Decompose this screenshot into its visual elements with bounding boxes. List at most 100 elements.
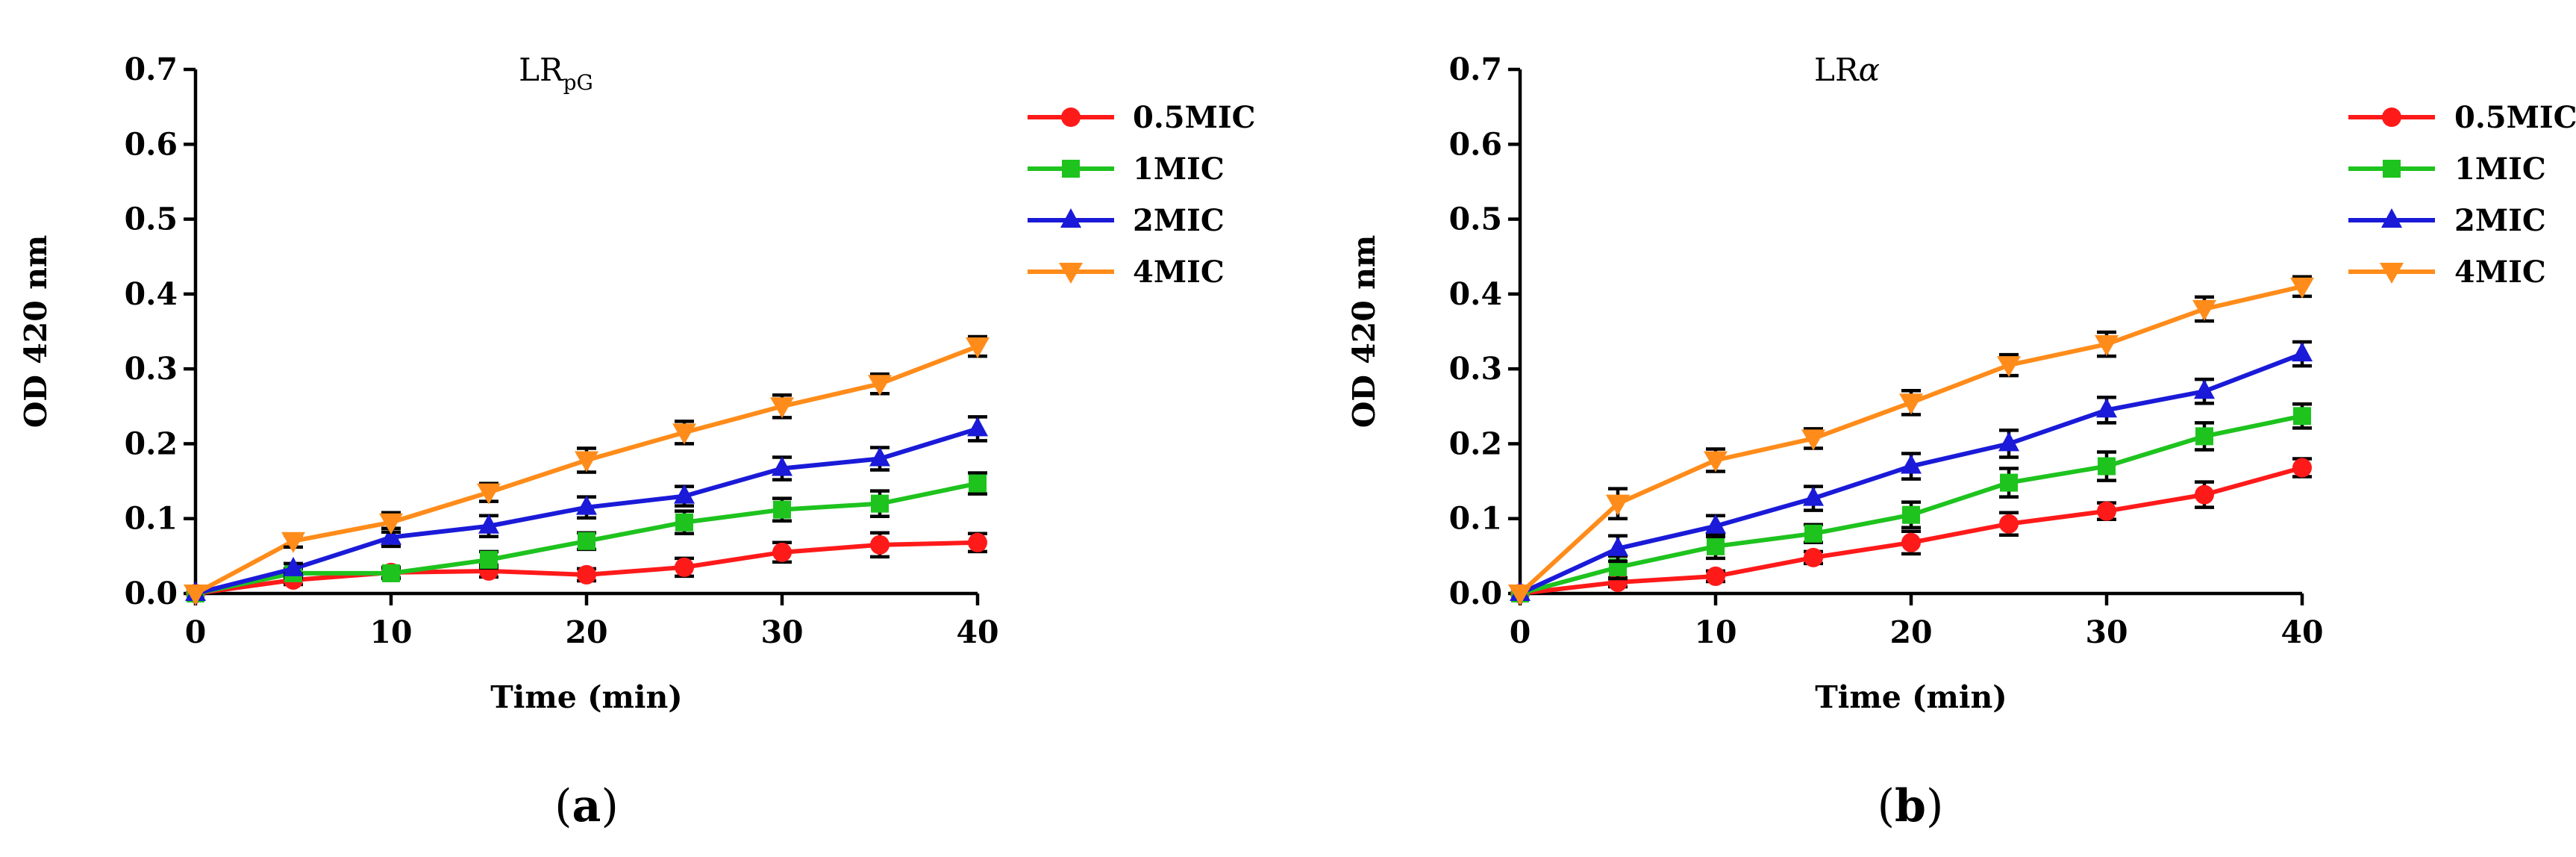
data-point — [1606, 494, 1630, 516]
legend-label: 0.5MIC — [1133, 100, 1255, 135]
panel-label-close: ) — [1926, 780, 1943, 832]
chart-title: LRpG — [519, 52, 593, 95]
y-tick-label: 0.6 — [1449, 126, 1502, 162]
legend-marker — [2382, 107, 2401, 127]
data-point — [1705, 514, 1726, 534]
y-tick-label: 0.4 — [125, 276, 178, 312]
data-point — [184, 585, 207, 605]
legend-marker — [1060, 208, 1081, 228]
data-point — [2095, 335, 2119, 357]
series-4MIC — [184, 334, 990, 605]
x-tick-label: 30 — [760, 614, 803, 650]
series-4MIC — [1508, 275, 2314, 605]
x-tick-label: 20 — [1889, 614, 1932, 650]
data-point — [1999, 514, 2019, 534]
y-tick-label: 0.6 — [125, 126, 178, 162]
data-point — [1801, 429, 1825, 451]
y-tick-label: 0.5 — [1449, 202, 1502, 237]
data-point — [770, 397, 794, 419]
data-point — [2195, 427, 2213, 446]
data-point — [2292, 458, 2312, 478]
panel-label-close: ) — [601, 780, 618, 832]
data-point — [1899, 393, 1923, 415]
data-point — [382, 564, 400, 582]
data-point — [2292, 342, 2313, 362]
chart-title-main: LR — [1814, 52, 1860, 88]
y-axis-title: OD 420 nm — [18, 235, 54, 428]
legend-label: 0.5MIC — [2454, 100, 2576, 135]
y-tick-label: 0.4 — [1449, 276, 1502, 312]
series-2MIC — [1510, 340, 2313, 601]
legend-marker — [2380, 263, 2404, 284]
legend-label: 4MIC — [1133, 255, 1225, 290]
chart-title-main: LR — [519, 52, 564, 88]
chart-title-suffix: α — [1859, 52, 1880, 88]
x-tick-label: 10 — [1694, 614, 1736, 650]
data-point — [2290, 277, 2314, 299]
x-tick-label: 0 — [1510, 614, 1531, 650]
data-point — [1902, 505, 1920, 524]
data-point — [772, 456, 793, 476]
legend-label: 1MIC — [2454, 152, 2546, 187]
data-point — [578, 532, 595, 550]
data-point — [672, 423, 696, 445]
legend: 0.5MIC 1MIC 2MIC 4MIC — [1028, 100, 1255, 290]
data-point — [969, 474, 987, 493]
panel-label-letter: b — [1895, 780, 1926, 832]
data-point — [1804, 547, 1823, 567]
data-point — [870, 535, 890, 555]
data-point — [1706, 566, 1725, 586]
y-tick-label: 0.3 — [125, 351, 178, 387]
data-point — [379, 513, 403, 535]
legend: 0.5MIC 1MIC 2MIC 4MIC — [2348, 100, 2576, 290]
data-point — [1508, 585, 1532, 605]
data-point — [1704, 451, 1728, 473]
x-tick-label: 0 — [185, 614, 207, 650]
y-tick-label: 0.7 — [125, 52, 178, 87]
data-point — [967, 417, 988, 437]
y-tick-label: 0.7 — [1449, 52, 1502, 87]
data-point — [1998, 431, 2019, 452]
data-point — [1707, 537, 1725, 555]
chart-panel-b: 0.0 0.1 0.2 0.3 0.4 0.5 0.6 0.7 0 10 20 30 40 Time (m… — [1346, 52, 2576, 832]
y-axis-title: OD 420 nm — [1346, 235, 1382, 428]
data-point — [1901, 454, 1922, 474]
data-point — [675, 513, 693, 532]
x-tick-label: 30 — [2085, 614, 2128, 650]
data-point — [478, 514, 499, 534]
legend-marker — [2381, 208, 2402, 228]
data-point — [2096, 398, 2117, 418]
data-point — [2098, 457, 2116, 476]
data-point — [1803, 486, 1824, 506]
x-tick-label: 20 — [565, 614, 607, 650]
panel-label-letter: a — [572, 780, 601, 832]
legend-marker — [1062, 160, 1080, 178]
data-point — [675, 557, 694, 577]
data-point — [1804, 524, 1822, 543]
y-tick-label: 0.0 — [125, 576, 178, 611]
data-point — [381, 525, 401, 545]
data-point — [281, 532, 305, 553]
y-tick-label: 0.1 — [125, 501, 178, 537]
chart-title: LRα — [1814, 52, 1880, 88]
x-tick-label: 40 — [956, 614, 998, 650]
y-tick-label: 0.2 — [125, 426, 178, 461]
y-tick-label: 0.1 — [1449, 501, 1502, 537]
data-point — [869, 446, 890, 467]
panel-label: (b) — [1878, 780, 1944, 832]
data-point — [966, 337, 990, 359]
legend-label: 4MIC — [2454, 255, 2546, 290]
data-point — [577, 564, 596, 585]
series-1MIC — [1511, 402, 2312, 602]
y-tick-label: 0.0 — [1449, 576, 1502, 611]
data-point — [674, 484, 695, 504]
y-tick-label: 0.3 — [1449, 351, 1502, 387]
panel-label-open: ( — [1878, 780, 1895, 832]
data-point — [1997, 356, 2021, 378]
data-point — [2000, 473, 2018, 492]
data-point — [2293, 407, 2311, 426]
data-point — [772, 542, 792, 562]
y-tick-label: 0.5 — [125, 202, 178, 237]
x-tick-label: 40 — [2280, 614, 2323, 650]
